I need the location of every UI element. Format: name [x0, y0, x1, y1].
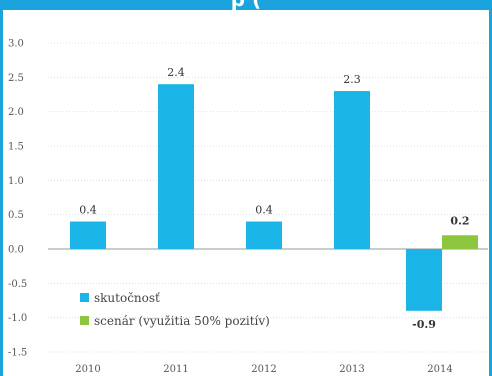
bar-skutocnost-2013 — [334, 91, 370, 249]
bar-skutocnost-2010 — [70, 221, 106, 249]
bar-skutocnost-2012 — [246, 221, 282, 249]
y-tick-label: 2.0 — [8, 107, 24, 118]
x-tick-label-2011: 2011 — [163, 364, 188, 375]
legend: skutočnosť scenár (využitia 50% pozitív) — [80, 291, 270, 328]
bar-skutocnost-2011 — [158, 84, 194, 249]
x-tick-label-2014: 2014 — [427, 364, 452, 375]
title-band: p ( — [0, 0, 492, 10]
legend-label-skutocnost: skutočnosť — [94, 291, 160, 305]
x-axis-tick-labels: 2010 2011 2012 2013 2014 — [75, 364, 452, 375]
y-tick-label: 1.0 — [8, 176, 24, 187]
frame-border-left — [0, 0, 3, 376]
x-tick-label-2012: 2012 — [251, 364, 276, 375]
frame-border-right — [489, 0, 492, 376]
y-axis-tick-labels: 3.0 2.5 2.0 1.5 1.0 0.5 0.0 -0.5 -1.0 -1.5 — [8, 39, 27, 359]
y-tick-label: 0.0 — [8, 245, 24, 256]
data-labels: 0.4 2.4 0.4 2.3 -0.9 0.2 — [79, 66, 469, 331]
y-tick-label: 2.5 — [8, 73, 24, 84]
data-label-skutocnost-2012: 0.4 — [255, 204, 273, 217]
chart-title-fragment: p ( — [0, 0, 492, 10]
bar-scenar-2014 — [442, 235, 478, 249]
bar-skutocnost-2014 — [406, 249, 442, 311]
y-tick-label: -0.5 — [8, 279, 27, 290]
bars — [70, 84, 478, 311]
data-label-scenar-2014: 0.2 — [450, 214, 469, 227]
x-tick-label-2013: 2013 — [339, 364, 364, 375]
y-tick-label: -1.5 — [8, 348, 27, 359]
data-label-skutocnost-2013: 2.3 — [343, 73, 361, 86]
data-label-skutocnost-2011: 2.4 — [167, 66, 185, 79]
legend-label-scenar: scenár (využitia 50% pozitív) — [94, 314, 270, 328]
data-label-skutocnost-2010: 0.4 — [79, 204, 97, 217]
y-tick-label: -1.0 — [8, 313, 27, 324]
legend-swatch-skutocnost — [80, 293, 89, 302]
data-label-skutocnost-2014: -0.9 — [412, 318, 436, 331]
y-tick-label: 1.5 — [8, 142, 24, 153]
legend-swatch-scenar — [80, 316, 89, 325]
y-tick-label: 0.5 — [8, 210, 24, 221]
x-tick-label-2010: 2010 — [75, 364, 100, 375]
y-tick-label: 3.0 — [8, 39, 24, 50]
